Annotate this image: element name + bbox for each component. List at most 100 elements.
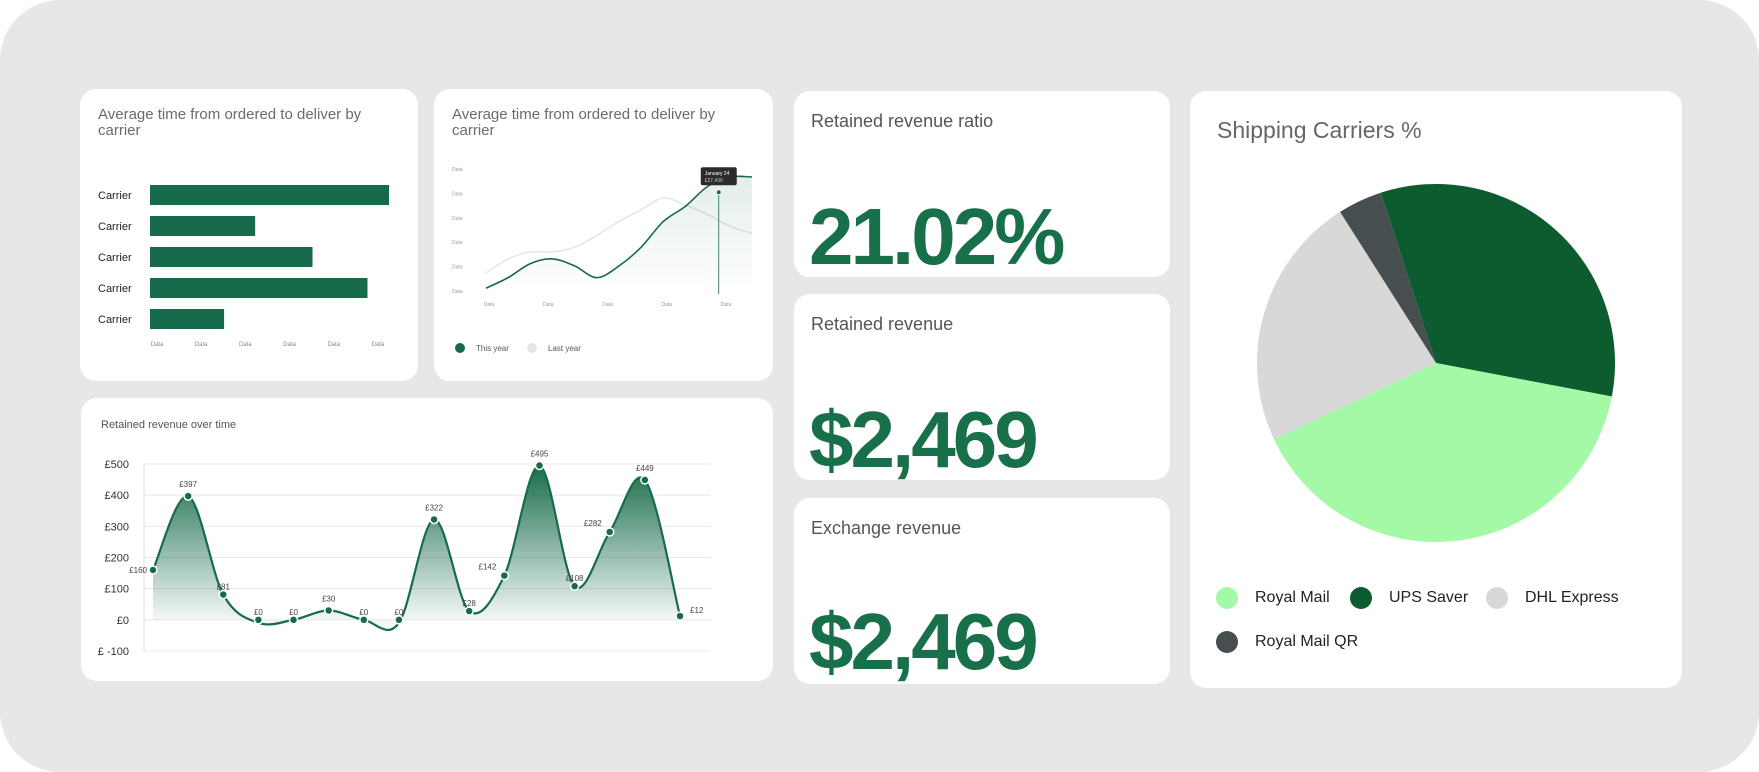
y-tick-label: Data <box>452 240 463 246</box>
data-label: £495 <box>531 450 549 459</box>
legend-this-year-swatch <box>455 343 465 353</box>
data-point <box>183 491 193 501</box>
data-label: £160 <box>129 566 147 575</box>
legend-label: Royal Mail QR <box>1255 633 1359 650</box>
data-point <box>359 615 369 625</box>
kpi-label: Exchange revenue <box>811 518 962 538</box>
tooltip-point <box>715 189 722 196</box>
pie-chart-card: Shipping Carriers % Royal Mail UPS Saver… <box>1190 91 1682 688</box>
bar-chart-card: Average time from ordered to deliver by … <box>80 89 418 381</box>
data-point <box>394 615 404 625</box>
data-label: £397 <box>179 480 197 489</box>
bar-category-label: Carrier <box>98 190 132 202</box>
x-tick-label: Data <box>661 302 672 308</box>
area-chart-card: Retained revenue over time £500 £400 £300 £… <box>81 398 773 681</box>
legend-this-year-label: This year <box>476 344 509 353</box>
data-label: £0 <box>359 608 368 617</box>
data-point <box>323 605 334 616</box>
y-tick-label: Data <box>452 289 463 295</box>
bar-category-label: Carrier <box>98 283 132 295</box>
y-tick-label: Data <box>452 167 463 173</box>
x-tick-label: Data <box>195 342 208 348</box>
x-tick-label: Data <box>602 302 613 308</box>
data-label: £28 <box>463 599 477 608</box>
y-tick-label: Data <box>452 216 463 222</box>
data-point <box>253 615 264 625</box>
data-point <box>499 570 510 581</box>
data-label: £12 <box>690 606 704 615</box>
x-tick-label: Data <box>327 342 340 348</box>
legend-swatch <box>1350 587 1372 609</box>
data-label: £282 <box>584 519 602 528</box>
bar-category-label: Carrier <box>98 221 132 233</box>
bar-chart-title: Average time from ordered to deliver by … <box>98 106 362 139</box>
y-tick-label: Data <box>452 191 463 197</box>
data-label: £0 <box>394 608 403 617</box>
kpi-label: Retained revenue <box>811 314 954 334</box>
y-tick-label: £200 <box>105 553 129 565</box>
legend-label: UPS Saver <box>1389 589 1469 606</box>
pie-chart-title: Shipping Carriers % <box>1217 117 1422 143</box>
x-tick-label: Data <box>283 342 296 348</box>
bar-chart: Carrier Carrier Carrier Carrier Carrier Data D… <box>98 185 389 348</box>
data-point <box>464 606 474 616</box>
kpi-card-retained-revenue: Retained revenue $2,469 <box>794 294 1170 480</box>
data-point <box>534 460 545 471</box>
data-label: £449 <box>636 464 654 473</box>
kpi-label: Retained revenue ratio <box>811 111 994 131</box>
data-point <box>640 475 650 485</box>
pie-chart <box>1257 184 1615 542</box>
x-tick-label: Data <box>151 342 164 348</box>
tooltip-date: January 24 <box>705 171 730 177</box>
area-chart: £500 £400 £300 £200 £100 £0 £ -100 £160 £397 £81 £… <box>98 450 711 658</box>
data-point <box>604 527 615 537</box>
bar <box>150 278 368 298</box>
data-label: £30 <box>322 594 336 603</box>
kpi-value: $2,469 <box>809 395 1039 480</box>
legend-label: Royal Mail <box>1255 589 1330 606</box>
bar <box>150 185 389 205</box>
y-tick-label: £ -100 <box>98 646 129 658</box>
data-label: £0 <box>254 608 263 617</box>
data-label: £0 <box>289 608 298 617</box>
data-point <box>218 589 229 600</box>
y-tick-label: £500 <box>105 459 129 471</box>
data-point <box>148 565 158 575</box>
legend-last-year-swatch <box>527 343 537 353</box>
kpi-card-exchange-revenue: Exchange revenue $2,469 <box>794 498 1170 684</box>
line-chart-title: Average time from ordered to deliver by … <box>452 106 716 139</box>
series-this-year-line <box>485 175 753 289</box>
data-label: £142 <box>479 563 497 572</box>
legend-item-royal-mail: Royal Mail <box>1216 587 1330 609</box>
line-chart: Data Data Data Data Data Data Data Data Data Data… <box>452 167 753 353</box>
x-tick-label: Data <box>372 342 385 348</box>
legend-item-dhl-express: DHL Express <box>1486 587 1619 609</box>
pie-slice <box>1257 211 1436 440</box>
y-tick-label: £400 <box>105 490 129 502</box>
kpi-value: 21.02% <box>809 192 1065 277</box>
data-point <box>288 615 299 625</box>
line-chart-card: Average time from ordered to deliver by … <box>434 89 773 381</box>
y-tick-label: £0 <box>117 615 129 627</box>
legend-swatch <box>1486 587 1508 609</box>
legend-last-year-label: Last year <box>548 344 581 353</box>
area-fill <box>153 465 680 630</box>
legend-label: DHL Express <box>1525 589 1619 606</box>
legend-swatch <box>1216 631 1238 653</box>
bar-category-label: Carrier <box>98 314 132 326</box>
pie-slice <box>1340 192 1436 363</box>
data-label: £81 <box>217 583 231 592</box>
data-label: £322 <box>425 503 443 512</box>
data-label: £108 <box>566 574 584 583</box>
kpi-card-retained-ratio: Retained revenue ratio 21.02% <box>794 91 1170 277</box>
tooltip-value: £27,430 <box>705 178 723 184</box>
bar <box>150 247 313 267</box>
data-point <box>675 611 685 621</box>
legend-item-royal-mail-qr: Royal Mail QR <box>1216 631 1358 653</box>
bar <box>150 216 256 236</box>
data-point <box>569 581 580 591</box>
area-chart-title: Retained revenue over time <box>101 419 237 431</box>
x-tick-label: Data <box>543 302 554 308</box>
x-tick-label: Data <box>721 302 732 308</box>
y-tick-label: Data <box>452 265 463 271</box>
